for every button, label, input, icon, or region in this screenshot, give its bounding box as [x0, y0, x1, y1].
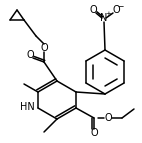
Text: +: + [105, 11, 111, 17]
Text: O: O [89, 5, 97, 15]
Text: O: O [90, 128, 98, 138]
Text: O: O [104, 113, 112, 123]
Text: HN: HN [20, 102, 34, 112]
Text: O: O [112, 5, 120, 15]
Text: O: O [26, 50, 34, 60]
Text: N: N [100, 13, 108, 23]
Text: O: O [40, 43, 48, 53]
Text: −: − [117, 2, 123, 11]
